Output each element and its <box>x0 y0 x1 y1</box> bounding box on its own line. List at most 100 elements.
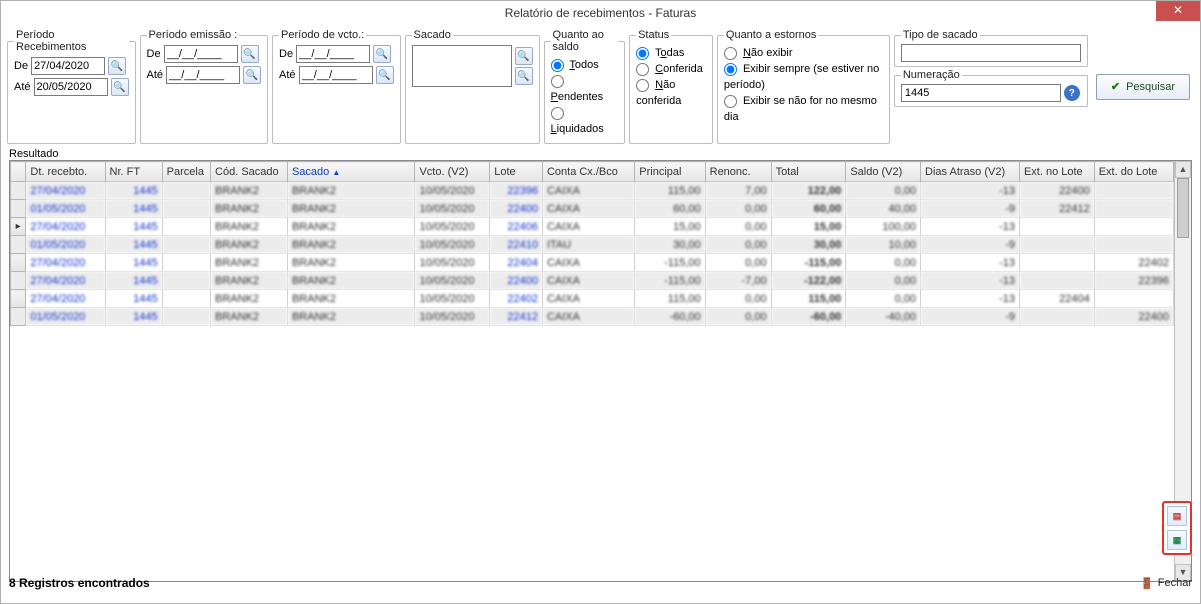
radio-status-todas[interactable]: Todas <box>636 45 706 61</box>
table-row[interactable]: 01/05/20201445BRANK2BRANK210/05/20202240… <box>11 200 1174 218</box>
close-button[interactable]: 🚪 Fechar <box>1140 577 1192 590</box>
table-cell: BRANK2 <box>211 182 288 200</box>
table-row[interactable]: 27/04/20201445BRANK2BRANK210/05/20202240… <box>11 254 1174 272</box>
table-cell: 22396 <box>490 182 543 200</box>
table-row[interactable]: 01/05/20201445BRANK2BRANK210/05/20202241… <box>11 236 1174 254</box>
column-header[interactable]: Principal <box>635 162 705 182</box>
radio-status-conferida[interactable]: Conferida <box>636 61 706 77</box>
column-header[interactable]: Nr. FT <box>105 162 162 182</box>
window-title: Relatório de recebimentos - Faturas <box>505 6 696 20</box>
input-emissao-de[interactable] <box>164 45 238 63</box>
table-cell: 10/05/2020 <box>415 272 490 290</box>
column-header[interactable]: Total <box>771 162 846 182</box>
legend-periodo-recebimentos: Período Recebimentos <box>14 29 129 53</box>
table-cell: 27/04/2020 <box>26 272 105 290</box>
table-cell: 1445 <box>105 290 162 308</box>
radio-todos[interactable]: Todos <box>551 57 619 73</box>
column-header[interactable]: Renonc. <box>705 162 771 182</box>
sacado-listbox[interactable] <box>412 45 512 87</box>
column-header[interactable]: Cód. Sacado <box>211 162 288 182</box>
column-header[interactable]: Conta Cx./Bco <box>542 162 634 182</box>
table-cell: 0,00 <box>705 290 771 308</box>
table-cell <box>162 254 210 272</box>
lookup-vcto-de-icon[interactable]: 🔍 <box>373 45 391 63</box>
table-cell: -60,00 <box>635 308 705 326</box>
table-cell: 115,00 <box>635 182 705 200</box>
table-row[interactable]: 01/05/20201445BRANK2BRANK210/05/20202241… <box>11 308 1174 326</box>
sacado-add-icon[interactable]: 🔍 <box>515 47 533 65</box>
table-cell: -115,00 <box>635 272 705 290</box>
column-header[interactable]: Saldo (V2) <box>846 162 921 182</box>
radio-nao-exibir[interactable]: Não exibir <box>724 45 883 61</box>
column-header[interactable]: Sacado ▲ <box>287 162 415 182</box>
export-pdf-button[interactable]: ▤ <box>1167 506 1187 526</box>
table-cell: 27/04/2020 <box>26 182 105 200</box>
legend-periodo-vcto: Período de vcto.: <box>279 29 366 41</box>
sacado-remove-icon[interactable]: 🔍 <box>515 67 533 85</box>
table-row[interactable]: 27/04/20201445BRANK2BRANK210/05/20202240… <box>11 272 1174 290</box>
scroll-thumb[interactable] <box>1177 178 1189 238</box>
table-row[interactable]: 27/04/20201445BRANK2BRANK210/05/20202239… <box>11 182 1174 200</box>
window-close-button[interactable]: ✕ <box>1156 1 1200 21</box>
column-header[interactable]: Ext. no Lote <box>1019 162 1094 182</box>
table-row[interactable]: ▸27/04/20201445BRANK2BRANK210/05/2020224… <box>11 218 1174 236</box>
table-cell <box>162 182 210 200</box>
table-cell: BRANK2 <box>211 218 288 236</box>
radio-pendentes[interactable]: Pendentes <box>551 73 619 105</box>
table-cell: 0,00 <box>705 254 771 272</box>
search-button[interactable]: ✔ Pesquisar <box>1096 74 1190 100</box>
radio-exibir-sempre[interactable]: Exibir sempre (se estiver no período) <box>724 61 883 93</box>
input-receb-ate[interactable] <box>34 78 108 96</box>
row-indicator <box>11 200 26 218</box>
table-cell: 15,00 <box>635 218 705 236</box>
column-header[interactable]: Parcela <box>162 162 210 182</box>
legend-tipo-sacado: Tipo de sacado <box>901 29 980 41</box>
table-cell: 0,00 <box>846 272 921 290</box>
table-cell: 22402 <box>1094 254 1173 272</box>
table-cell: -7,00 <box>705 272 771 290</box>
fieldset-periodo-vcto: Período de vcto.: De 🔍 Até 🔍 <box>272 29 401 144</box>
export-xls-button[interactable]: ▦ <box>1167 530 1187 550</box>
table-cell: 22402 <box>490 290 543 308</box>
fieldset-tipo-sacado: Tipo de sacado <box>894 29 1088 67</box>
column-header[interactable]: Dt. recebto. <box>26 162 105 182</box>
input-vcto-de[interactable] <box>296 45 370 63</box>
input-emissao-ate[interactable] <box>166 66 240 84</box>
table-cell <box>1094 218 1173 236</box>
help-icon[interactable]: ? <box>1064 85 1080 101</box>
input-receb-de[interactable] <box>31 57 105 75</box>
lookup-emissao-ate-icon[interactable]: 🔍 <box>243 66 261 84</box>
radio-liquidados[interactable]: Liquidados <box>551 105 619 137</box>
lookup-receb-ate-icon[interactable]: 🔍 <box>111 78 129 96</box>
input-vcto-ate[interactable] <box>299 66 373 84</box>
table-cell: 115,00 <box>635 290 705 308</box>
column-header[interactable]: Ext. do Lote <box>1094 162 1173 182</box>
table-row[interactable]: 27/04/20201445BRANK2BRANK210/05/20202240… <box>11 290 1174 308</box>
table-cell: CAIXA <box>542 290 634 308</box>
table-cell: 27/04/2020 <box>26 290 105 308</box>
table-cell: 27/04/2020 <box>26 218 105 236</box>
radio-exibir-se-nao[interactable]: Exibir se não for no mesmo dia <box>724 93 883 125</box>
table-cell: 22406 <box>490 218 543 236</box>
lookup-receb-de-icon[interactable]: 🔍 <box>108 57 126 75</box>
radio-status-nao-conferida[interactable]: Não conferida <box>636 77 706 109</box>
lookup-vcto-ate-icon[interactable]: 🔍 <box>376 66 394 84</box>
lookup-emissao-de-icon[interactable]: 🔍 <box>241 45 259 63</box>
table-cell: 100,00 <box>846 218 921 236</box>
table-cell: -9 <box>921 236 1020 254</box>
table-cell: BRANK2 <box>287 236 415 254</box>
column-header[interactable]: Dias Atraso (V2) <box>921 162 1020 182</box>
input-numeracao[interactable] <box>901 84 1061 102</box>
table-cell: BRANK2 <box>211 236 288 254</box>
table-cell: 01/05/2020 <box>26 200 105 218</box>
scroll-up-icon[interactable]: ▲ <box>1175 161 1191 178</box>
row-indicator <box>11 308 26 326</box>
table-cell <box>1019 218 1094 236</box>
table-cell: CAIXA <box>542 308 634 326</box>
input-tipo-sacado[interactable] <box>901 44 1081 62</box>
column-header[interactable]: Lote <box>490 162 543 182</box>
column-header[interactable]: Vcto. (V2) <box>415 162 490 182</box>
table-cell: 60,00 <box>771 200 846 218</box>
table-cell <box>1094 200 1173 218</box>
column-header[interactable] <box>11 162 26 182</box>
